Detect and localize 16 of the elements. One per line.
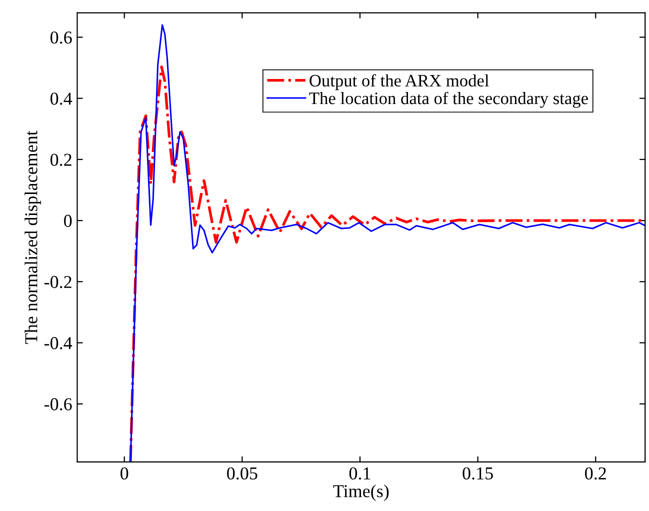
x-tick-label: 0.05 — [227, 467, 258, 480]
y-axis-title: The normalized displacement — [24, 130, 42, 344]
y-tick-label: 0 — [64, 214, 72, 227]
y-tick-label: -0.2 — [44, 276, 72, 288]
x-tick-label: 0.1 — [349, 467, 370, 480]
x-axis-title: Time(s) — [333, 484, 389, 501]
y-tick-label: -0.6 — [44, 398, 72, 410]
x-tick-label: 0.2 — [585, 467, 606, 480]
y-tick-label: -0.4 — [44, 337, 72, 350]
legend-label: Output of the ARX model — [310, 74, 489, 90]
x-tick-label: 0 — [120, 467, 128, 480]
y-tick-label: 0.4 — [50, 92, 72, 105]
x-tick-label: 0.15 — [462, 467, 493, 480]
y-tick-label: 0.2 — [50, 154, 72, 166]
y-tick-label: 0.6 — [50, 31, 72, 44]
legend-label: The location data of the secondary stage — [309, 92, 588, 108]
